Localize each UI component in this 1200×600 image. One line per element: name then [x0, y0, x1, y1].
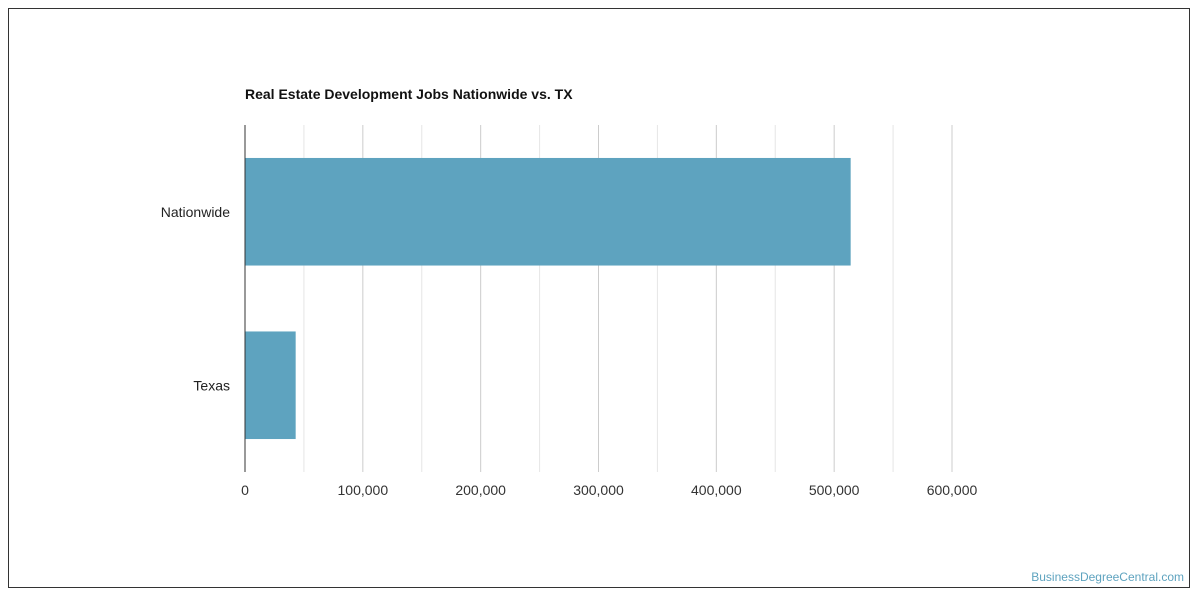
category-label: Nationwide: [161, 204, 230, 220]
x-tick-label: 0: [241, 482, 249, 498]
bar-texas: [245, 331, 296, 440]
x-tick-label: 400,000: [691, 482, 742, 498]
x-tick-label: 600,000: [927, 482, 978, 498]
tick-labels: 0 100,000 200,000 300,000 400,000 500,000 600,…: [241, 482, 977, 498]
bar-nationwide: [245, 157, 851, 266]
bars: [245, 157, 851, 440]
category-label: Texas: [193, 377, 230, 393]
category-labels: Nationwide Texas: [161, 204, 230, 394]
x-tick-label: 500,000: [809, 482, 860, 498]
chart-title: Real Estate Development Jobs Nationwide …: [245, 86, 573, 102]
source-credit: BusinessDegreeCentral.com: [1031, 570, 1184, 584]
x-tick-label: 200,000: [455, 482, 506, 498]
x-tick-label: 100,000: [338, 482, 389, 498]
x-tick-label: 300,000: [573, 482, 624, 498]
